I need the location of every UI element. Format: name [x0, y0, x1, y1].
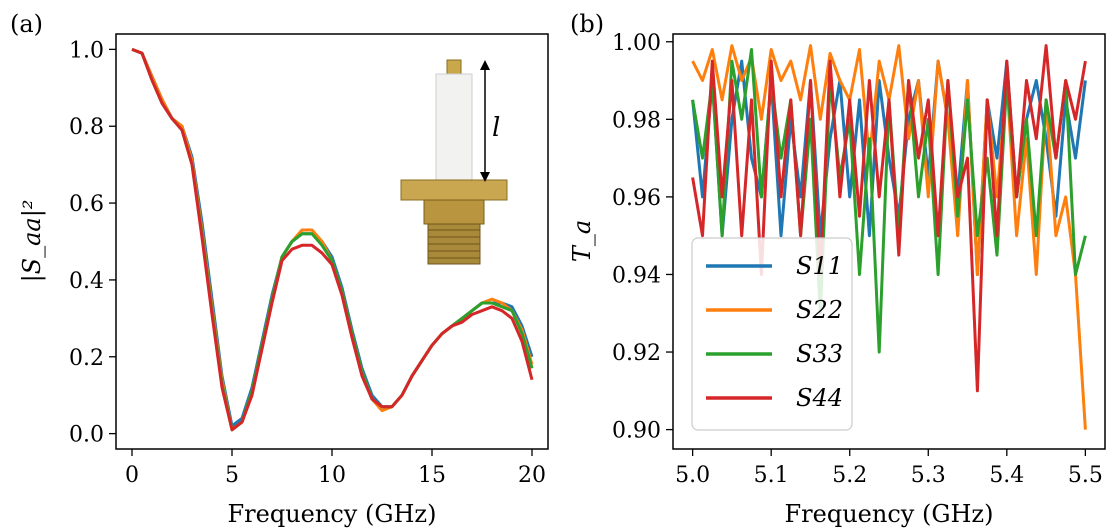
x-tick-label: 15 [418, 463, 446, 488]
inset-flange [400, 179, 508, 201]
panel-b: (b) 5.0 5.1 5.2 5.3 5.4 5.5 0.90 0.92 0.94 0.96 0.… [568, 10, 1106, 528]
panel-a: (a) 0 5 10 15 20 0.0 0.2 0.4 0.6 0.8 1.0 l Frequen… [10, 10, 549, 528]
y-tick-label: 0.94 [612, 263, 661, 288]
x-tick-label: 0 [125, 463, 139, 488]
series-line-s44 [131, 47, 534, 432]
x-tick-label: 10 [318, 463, 346, 488]
legend-label-s22: S22 [796, 296, 843, 324]
y-tick-label: 0.2 [69, 346, 104, 371]
panel-b-ylabel: T_a [568, 220, 596, 262]
legend-label-s11: S11 [796, 252, 843, 280]
x-tick-label: 5.3 [911, 463, 946, 488]
x-tick-label: 5.0 [675, 463, 710, 488]
panel-a-xlabel: Frequency (GHz) [228, 500, 437, 528]
x-tick-label: 5.4 [989, 463, 1024, 488]
x-tick-label: 5.1 [754, 463, 789, 488]
panel-b-ticks: 5.0 5.1 5.2 5.3 5.4 5.5 0.90 0.92 0.94 0.96 0.98 1.… [612, 31, 1103, 488]
x-tick-label: 20 [518, 463, 546, 488]
series-line-s44 [691, 44, 1087, 393]
legend-label-s44: S44 [796, 384, 843, 412]
length-arrow-head-top [480, 60, 490, 70]
legend: S11 S22 S33 S44 [691, 237, 853, 431]
length-label: l [492, 113, 500, 143]
y-tick-label: 0.90 [612, 419, 661, 444]
y-tick-label: 0.98 [612, 108, 661, 133]
legend-label-s33: S33 [796, 340, 843, 368]
y-tick-label: 0.92 [612, 341, 661, 366]
y-tick-label: 0.4 [69, 269, 104, 294]
panel-b-xlabel: Frequency (GHz) [785, 500, 994, 528]
x-tick-label: 5.5 [1068, 463, 1103, 488]
x-tick-label: 5.2 [832, 463, 867, 488]
panel-a-ylabel: |S_aa|² [18, 200, 47, 283]
panel-b-series [691, 44, 1087, 430]
y-tick-label: 0.6 [69, 192, 104, 217]
y-tick-label: 0.8 [69, 115, 104, 140]
panel-a-ticks: 0 5 10 15 20 0.0 0.2 0.4 0.6 0.8 1.0 [69, 38, 546, 488]
panel-b-label: (b) [570, 10, 604, 38]
y-tick-label: 1.00 [612, 31, 661, 56]
length-arrow-head-bottom [480, 172, 490, 182]
inset-connector-illustration: l [400, 59, 508, 265]
y-tick-label: 0.0 [69, 423, 104, 448]
y-tick-label: 0.96 [612, 186, 661, 211]
panel-a-axes-frame [115, 33, 549, 450]
x-tick-label: 5 [225, 463, 239, 488]
inset-body [423, 199, 485, 225]
panel-b-axes-frame [672, 33, 1106, 450]
panel-a-label: (a) [10, 10, 43, 38]
y-tick-label: 1.0 [69, 38, 104, 63]
panel-a-series [131, 47, 534, 432]
inset-dielectric [435, 73, 473, 183]
inset-thread [427, 223, 481, 265]
legend-box [691, 237, 853, 431]
